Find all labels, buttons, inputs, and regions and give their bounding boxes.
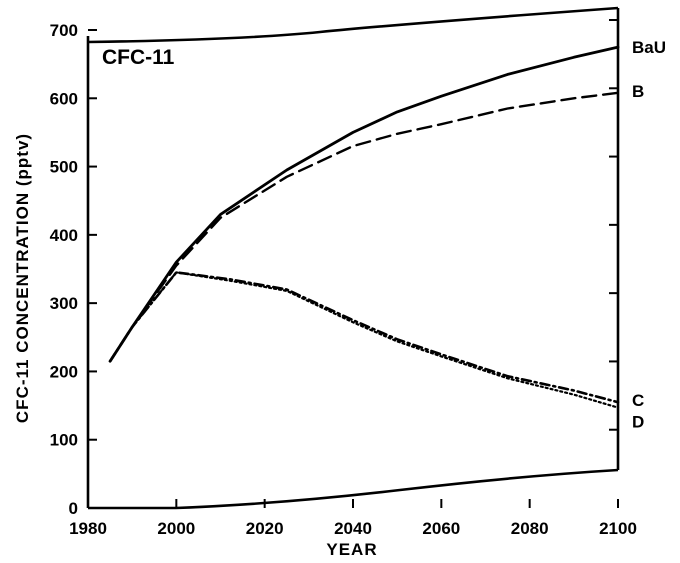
x-tick-label-2080: 2080	[511, 519, 549, 538]
series-line-c	[108, 271, 620, 404]
x-tick-label-1980: 1980	[69, 519, 107, 538]
y-tick-label-500: 500	[50, 158, 78, 177]
series-line-bau	[108, 45, 620, 363]
x-tick-label-2000: 2000	[157, 519, 195, 538]
y-tick-label-700: 700	[50, 21, 78, 40]
x-tick-label-2020: 2020	[246, 519, 284, 538]
y-tick-label-400: 400	[50, 226, 78, 245]
y-tick-label-300: 300	[50, 294, 78, 313]
y-tick-label-200: 200	[50, 362, 78, 381]
series-line-b	[108, 91, 620, 363]
series-label-bau: BaU	[632, 38, 666, 57]
y-tick-label-600: 600	[50, 89, 78, 108]
y-axis-title: CFC-11 CONCENTRATION (pptv)	[13, 133, 32, 423]
y-tick-label-0: 0	[69, 499, 78, 518]
series-label-d: D	[632, 413, 644, 432]
chart-title: CFC-11	[102, 46, 175, 69]
x-axis-title: YEAR	[326, 540, 377, 559]
series-label-c: C	[632, 391, 644, 410]
series-label-b: B	[632, 82, 644, 101]
series-line-d	[109, 271, 620, 409]
frame-top-edge	[87, 6, 619, 44]
axes: 0 100 200 300 400 500 600 700 1980 2000 2020 2040 20…	[50, 6, 637, 538]
y-tick-label-100: 100	[50, 431, 78, 450]
series-lines	[108, 45, 620, 409]
x-tick-label-2060: 2060	[422, 519, 460, 538]
frame-bottom-edge	[88, 468, 619, 510]
x-tick-label-2040: 2040	[334, 519, 372, 538]
x-tick-label-2100: 2100	[599, 519, 637, 538]
